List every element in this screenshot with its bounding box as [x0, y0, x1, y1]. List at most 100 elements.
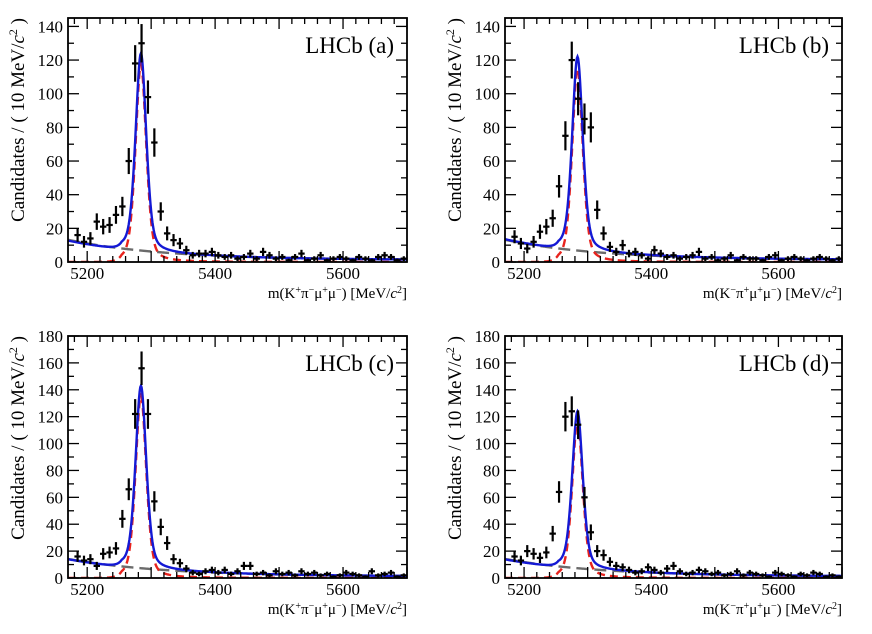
- x-tick-label: 5400: [634, 580, 668, 599]
- data-point: [176, 237, 184, 250]
- y-tick-label: 20: [483, 219, 500, 238]
- data-point: [810, 256, 817, 262]
- data-point: [106, 217, 113, 233]
- x-tick-label: 5200: [507, 580, 541, 599]
- data-point: [157, 202, 164, 221]
- data-point: [555, 174, 563, 198]
- data-point: [80, 235, 88, 248]
- data-point: [708, 571, 715, 577]
- data-point: [93, 213, 100, 230]
- data-point: [670, 561, 677, 570]
- data-point: [733, 568, 741, 575]
- data-point: [311, 256, 318, 262]
- y-tick-label: 100: [38, 435, 64, 454]
- data-point: [625, 566, 633, 574]
- data-point: [803, 573, 811, 578]
- data-point: [568, 396, 575, 427]
- data-point: [772, 251, 779, 259]
- data-point: [298, 249, 305, 258]
- x-axis-title: m(K+π−μ+μ−) [MeV/c2]: [268, 601, 407, 619]
- data-point: [695, 247, 703, 257]
- data-points: [74, 351, 407, 578]
- data-point: [247, 249, 254, 258]
- data-point: [343, 256, 350, 262]
- data-point: [247, 561, 254, 570]
- y-tick-label: 80: [483, 118, 500, 137]
- data-point: [702, 568, 709, 575]
- data-point: [375, 573, 382, 578]
- y-tick-label: 0: [492, 253, 501, 272]
- signal-component-curve: [68, 60, 407, 262]
- data-point: [400, 256, 407, 262]
- data-point: [131, 45, 139, 82]
- data-point: [240, 561, 248, 570]
- data-point: [568, 41, 575, 79]
- data-point: [317, 573, 324, 578]
- x-tick-label: 5600: [326, 264, 360, 283]
- data-point: [355, 573, 363, 578]
- data-point: [784, 256, 792, 262]
- x-axis-title: m(K−π+μ+μ−) [MeV/c2]: [703, 285, 842, 303]
- lhcb-label: LHCb (c): [305, 351, 394, 376]
- y-tick-label: 0: [492, 569, 501, 588]
- data-point: [683, 571, 690, 577]
- chart-panel-d: 0 20 40 60 80 100 120 140 160 180 5200 5400 5600 LHCb…: [443, 327, 843, 618]
- data-point: [330, 256, 337, 262]
- data-point: [387, 254, 395, 260]
- data-point: [816, 571, 823, 577]
- data-point: [543, 546, 550, 559]
- data-point: [234, 256, 241, 262]
- data-point: [791, 254, 798, 260]
- curves: [68, 49, 407, 262]
- data-point: [131, 399, 139, 429]
- data-points: [511, 396, 842, 578]
- data-point: [600, 549, 607, 561]
- data-point: [663, 565, 671, 573]
- data-point: [266, 573, 273, 578]
- data-point: [524, 243, 531, 254]
- y-tick-label: 140: [38, 17, 64, 36]
- data-point: [272, 568, 280, 575]
- data-point: [99, 218, 107, 235]
- signal-component-curve: [68, 392, 407, 578]
- x-tick-label: 5600: [761, 264, 795, 283]
- y-tick-label: 120: [475, 51, 501, 70]
- y-tick-label: 140: [38, 381, 64, 400]
- data-point: [676, 256, 684, 262]
- data-point: [663, 254, 671, 260]
- data-point: [151, 491, 158, 512]
- lhcb-label: LHCb (b): [739, 33, 829, 58]
- data-point: [625, 249, 633, 258]
- x-tick-label: 5200: [70, 264, 104, 283]
- data-point: [638, 251, 645, 259]
- data-point: [291, 254, 299, 260]
- data-point: [336, 573, 344, 578]
- data-point: [99, 548, 107, 560]
- data-point: [119, 509, 126, 528]
- y-axis-title: Candidates / ( 10 MeV/c2 ): [6, 18, 29, 222]
- y-tick-label: 40: [46, 186, 63, 205]
- data-point: [208, 247, 216, 257]
- data-point: [689, 569, 696, 576]
- total-fit-curve: [505, 53, 842, 261]
- data-point: [530, 235, 537, 248]
- lhcb-label: LHCb (a): [305, 33, 394, 58]
- data-point: [138, 351, 145, 386]
- data-point: [600, 226, 607, 241]
- data-point: [112, 205, 120, 224]
- y-tick-label: 60: [46, 488, 63, 507]
- data-point: [176, 558, 184, 568]
- data-point: [234, 568, 241, 575]
- lhcb-label: LHCb (d): [739, 351, 829, 376]
- data-point: [702, 256, 709, 262]
- data-point: [536, 552, 544, 564]
- data-point: [170, 234, 177, 247]
- data-point: [517, 555, 525, 566]
- data-point: [549, 209, 556, 227]
- data-point: [695, 566, 703, 574]
- data-point: [259, 569, 267, 576]
- data-point: [810, 569, 817, 576]
- data-point: [632, 247, 639, 257]
- data-point: [202, 249, 209, 258]
- data-point: [632, 569, 639, 576]
